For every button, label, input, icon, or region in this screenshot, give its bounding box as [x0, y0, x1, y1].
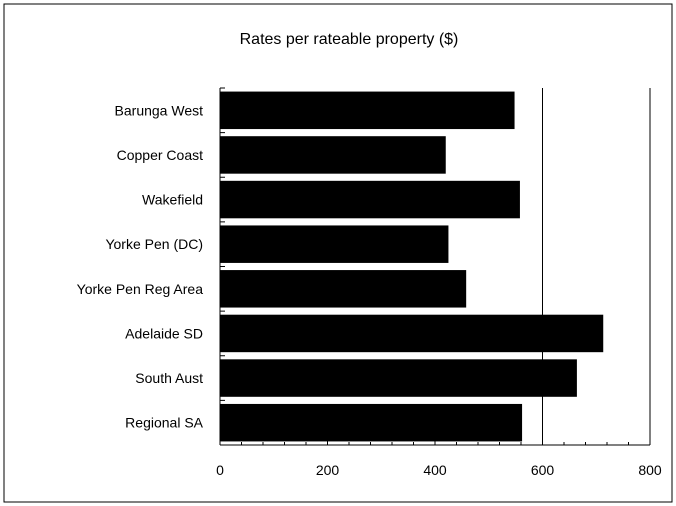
x-tick-label-0: 0 [216, 462, 224, 478]
bar-copper-coast [220, 136, 446, 174]
chart-title: Rates per rateable property ($) [240, 31, 459, 48]
plot-area: 0 200 400 600 800 Barunga West Copper Coast Wak… [77, 87, 662, 478]
category-label-1: Copper Coast [117, 147, 203, 163]
category-label-2: Wakefield [142, 192, 203, 208]
bar-south-aust [220, 359, 577, 397]
x-tick-label-4: 800 [638, 462, 662, 478]
category-label-4: Yorke Pen Reg Area [77, 281, 204, 297]
category-label-6: South Aust [135, 370, 203, 386]
category-label-5: Adelaide SD [125, 325, 203, 341]
bar-yorke-pen-dc [220, 225, 449, 263]
bar-regional-sa [220, 403, 523, 442]
category-label-0: Barunga West [115, 102, 204, 118]
x-tick-label-2: 400 [423, 462, 447, 478]
x-tick-label-3: 600 [531, 462, 555, 478]
bar-yorke-pen-reg-area [220, 270, 467, 308]
category-label-3: Yorke Pen (DC) [105, 236, 203, 252]
bar-wakefield [220, 180, 520, 219]
category-label-7: Regional SA [125, 415, 203, 431]
bar-barunga-west [220, 91, 515, 130]
x-tick-label-1: 200 [316, 462, 340, 478]
bar-adelaide-sd [220, 314, 604, 353]
